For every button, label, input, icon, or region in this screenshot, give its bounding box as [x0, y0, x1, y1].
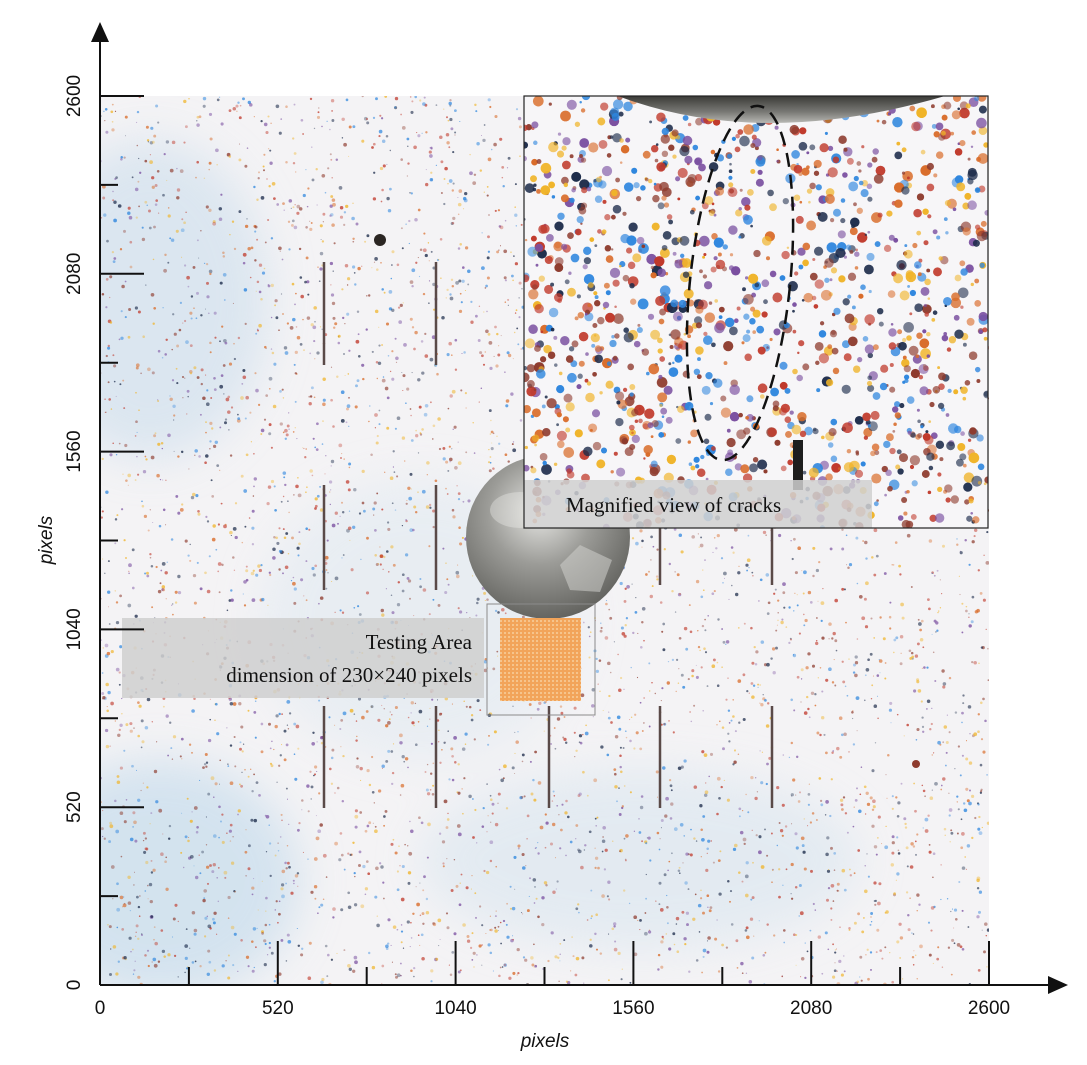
- x-tick-label: 1040: [434, 998, 476, 1019]
- testing-area: [486, 603, 596, 716]
- y-tick-label: 1040: [64, 608, 85, 650]
- testing-area-title: Testing Area: [366, 630, 473, 654]
- x-tick-label: 2600: [968, 998, 1010, 1019]
- x-tick-label: 2080: [790, 998, 832, 1019]
- axes: [91, 22, 1068, 994]
- x-tick-label: 1560: [612, 998, 654, 1019]
- testing-area-dimension: dimension of 230×240 pixels: [226, 663, 472, 687]
- y-tick-label: 2600: [64, 75, 85, 117]
- inset-caption: Magnified view of cracks: [566, 493, 781, 517]
- y-tick-label: 1560: [64, 430, 85, 472]
- y-axis-ticks: 0 520 1040 1560 2080 2600: [64, 75, 144, 990]
- x-axis-title: pixels: [520, 1031, 570, 1052]
- notch-lines: [322, 262, 774, 808]
- y-axis-title: pixels: [36, 515, 57, 565]
- y-tick-label: 520: [64, 791, 85, 823]
- y-tick-label: 0: [64, 980, 85, 991]
- x-tick-label: 520: [262, 998, 294, 1019]
- testing-area-caption: Testing Area dimension of 230×240 pixels: [122, 618, 484, 698]
- y-axis-arrow: [91, 22, 109, 42]
- crack-ellipse: [685, 104, 795, 462]
- x-axis-ticks: 0 520 1040 1560 2080 2600: [95, 941, 1010, 1019]
- x-axis-arrow: [1048, 976, 1068, 994]
- magnified-inset: Magnified view of cracks: [523, 95, 989, 529]
- x-tick-label: 0: [95, 998, 106, 1019]
- y-tick-label: 2080: [64, 253, 85, 295]
